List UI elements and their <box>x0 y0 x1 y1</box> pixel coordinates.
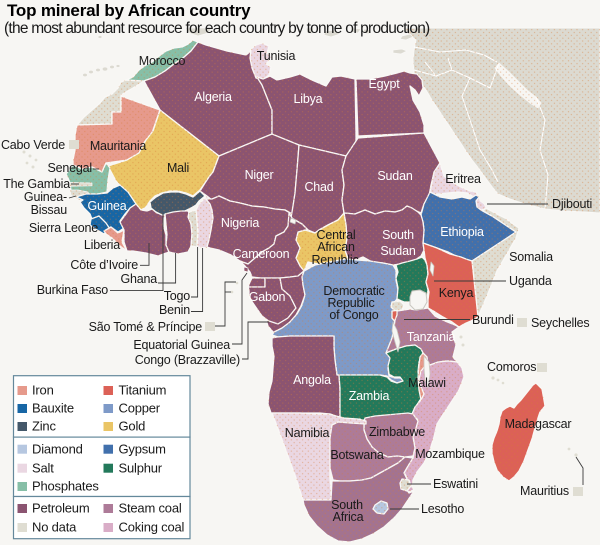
svg-text:Niger: Niger <box>245 168 274 182</box>
svg-text:African: African <box>317 240 355 254</box>
svg-text:Lesotho: Lesotho <box>421 502 464 516</box>
svg-text:Malawi: Malawi <box>408 376 446 390</box>
svg-text:Ghana: Ghana <box>120 272 157 286</box>
svg-text:Guinea: Guinea <box>87 199 126 213</box>
svg-text:Gypsum: Gypsum <box>119 441 166 456</box>
svg-text:Sudan: Sudan <box>380 244 415 258</box>
svg-text:Mozambique: Mozambique <box>415 447 485 461</box>
svg-text:Petroleum: Petroleum <box>32 501 89 516</box>
svg-text:Seychelles: Seychelles <box>531 316 589 330</box>
svg-text:Titanium: Titanium <box>119 383 167 398</box>
svg-text:Djibouti: Djibouti <box>552 197 592 211</box>
svg-text:Uganda: Uganda <box>509 274 552 288</box>
svg-text:Africa: Africa <box>333 510 364 524</box>
svg-text:Liberia: Liberia <box>84 238 120 252</box>
svg-text:Sierra Leone: Sierra Leone <box>29 221 98 235</box>
svg-text:Central: Central <box>317 228 356 242</box>
svg-text:Guinea-: Guinea- <box>24 190 67 204</box>
svg-text:Ethiopia: Ethiopia <box>440 225 484 239</box>
svg-text:Sudan: Sudan <box>377 169 412 183</box>
svg-text:Chad: Chad <box>304 180 333 194</box>
svg-text:Tunisia: Tunisia <box>257 49 296 63</box>
svg-text:Zimbabwe: Zimbabwe <box>369 425 425 439</box>
svg-text:No data: No data <box>32 520 77 535</box>
svg-text:Salt: Salt <box>32 460 54 475</box>
svg-text:Steam coal: Steam coal <box>119 501 182 516</box>
svg-text:Zambia: Zambia <box>349 389 390 403</box>
svg-text:Eswatini: Eswatini <box>433 477 478 491</box>
svg-text:South: South <box>331 498 363 512</box>
svg-text:The Gambia: The Gambia <box>3 177 70 191</box>
svg-text:Republic: Republic <box>311 253 358 267</box>
svg-text:Kenya: Kenya <box>439 286 474 300</box>
svg-text:Mauritania: Mauritania <box>90 139 147 153</box>
svg-text:Mauritius: Mauritius <box>520 484 569 498</box>
svg-text:Cameroon: Cameroon <box>233 247 290 261</box>
svg-text:Nigeria: Nigeria <box>221 216 259 230</box>
svg-text:Mali: Mali <box>167 161 189 175</box>
svg-text:Burkina Faso: Burkina Faso <box>37 283 108 297</box>
svg-text:Burundi: Burundi <box>472 313 514 327</box>
svg-text:Coking coal: Coking coal <box>119 520 185 535</box>
svg-text:Iron: Iron <box>32 383 54 398</box>
svg-text:Gabon: Gabon <box>249 290 286 304</box>
svg-text:Bauxite: Bauxite <box>32 401 74 416</box>
svg-text:São Tomé & Príncipe: São Tomé & Príncipe <box>89 320 203 334</box>
svg-text:Algeria: Algeria <box>194 90 232 104</box>
svg-text:Bissau: Bissau <box>31 203 68 217</box>
svg-text:Senegal: Senegal <box>48 161 92 175</box>
svg-text:Sulphur: Sulphur <box>119 460 163 475</box>
svg-text:Botswana: Botswana <box>330 448 384 462</box>
svg-text:South: South <box>382 228 414 242</box>
svg-text:Côte d’Ivoire: Côte d’Ivoire <box>70 258 138 272</box>
svg-text:Angola: Angola <box>293 373 331 387</box>
svg-text:Egypt: Egypt <box>369 77 401 91</box>
svg-text:Democratic: Democratic <box>323 284 384 298</box>
svg-text:Madagascar: Madagascar <box>505 417 572 431</box>
svg-text:of Congo: of Congo <box>329 308 378 322</box>
svg-text:Tanzania: Tanzania <box>407 330 456 344</box>
svg-text:Republic: Republic <box>327 296 374 310</box>
svg-text:Togo: Togo <box>164 289 191 303</box>
svg-text:Phosphates: Phosphates <box>32 479 99 494</box>
svg-text:Diamond: Diamond <box>32 441 83 456</box>
svg-text:Comoros: Comoros <box>487 360 536 374</box>
svg-text:Benin: Benin <box>159 303 190 317</box>
svg-text:Somalia: Somalia <box>509 250 553 264</box>
svg-text:Cabo Verde: Cabo Verde <box>1 138 65 152</box>
svg-text:Libya: Libya <box>294 92 323 106</box>
svg-text:Copper: Copper <box>119 401 161 416</box>
svg-text:Morocco: Morocco <box>139 54 186 68</box>
svg-text:Congo (Brazzaville): Congo (Brazzaville) <box>135 353 240 367</box>
svg-text:Zinc: Zinc <box>32 419 56 434</box>
svg-text:Eritrea: Eritrea <box>445 172 481 186</box>
svg-text:Gold: Gold <box>119 419 146 434</box>
svg-text:Equatorial Guinea: Equatorial Guinea <box>133 338 230 352</box>
svg-text:Namibia: Namibia <box>285 426 330 440</box>
